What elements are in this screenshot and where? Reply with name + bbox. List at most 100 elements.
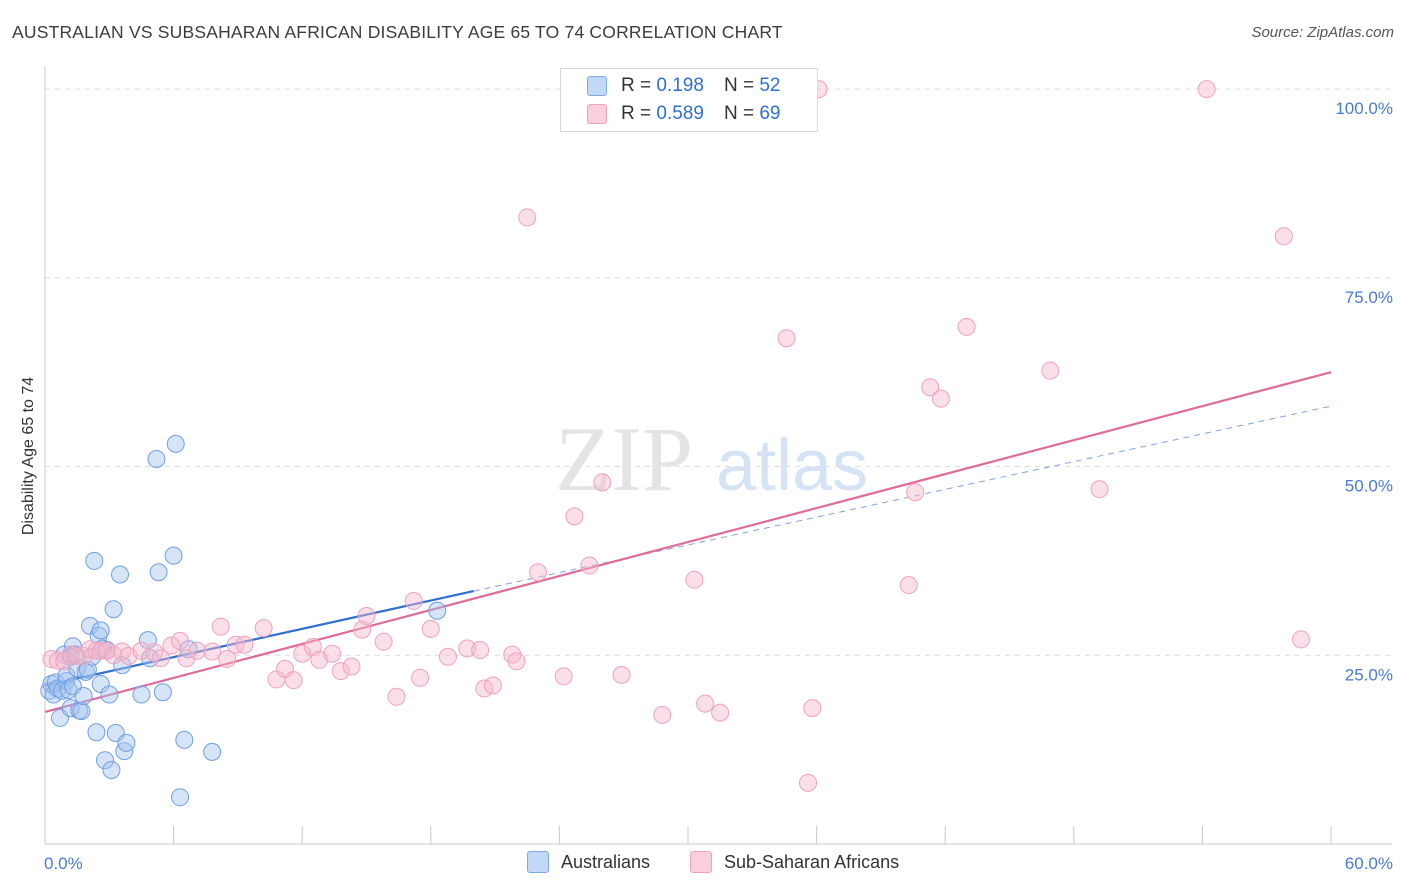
- x-tick-label: 60.0%: [1345, 854, 1393, 873]
- bottom-legend-australians: Australians: [527, 851, 650, 873]
- data-point-subsaharan: [799, 773, 818, 792]
- y-axis-label: Disability Age 65 to 74: [20, 377, 37, 535]
- trend-line-subsaharan: [44, 371, 1332, 713]
- data-point-australians: [153, 683, 172, 702]
- trend-line-australians: [44, 590, 474, 687]
- data-point-subsaharan: [803, 699, 822, 718]
- legend-r-value: 0.589: [656, 103, 704, 124]
- data-point-subsaharan: [471, 640, 490, 659]
- legend-n-value: 52: [759, 75, 781, 96]
- legend-swatch-subsaharan: [587, 104, 607, 124]
- data-point-australians: [72, 702, 91, 721]
- data-point-subsaharan: [188, 641, 207, 660]
- data-point-subsaharan: [696, 694, 715, 713]
- data-point-subsaharan: [554, 667, 573, 686]
- legend-n-label: N =: [723, 103, 755, 124]
- data-point-subsaharan: [98, 641, 117, 660]
- data-point-subsaharan: [113, 642, 132, 661]
- data-point-australians: [164, 546, 183, 565]
- data-point-subsaharan: [211, 617, 230, 636]
- y-tick-label: 25.0%: [1345, 665, 1393, 684]
- data-point-australians: [96, 751, 115, 770]
- svg-text:ZIP: ZIP: [555, 408, 693, 510]
- data-point-australians: [53, 681, 72, 700]
- data-point-australians: [57, 666, 76, 685]
- x-tick-label: 0.0%: [44, 854, 83, 873]
- bottom-legend-subsaharan: Sub-Saharan Africans: [690, 851, 899, 873]
- tick-labels: 25.0% 50.0% 75.0% 100.0% 0.0% 60.0%: [44, 99, 1393, 873]
- data-point-subsaharan: [357, 607, 376, 626]
- data-point-subsaharan: [61, 645, 80, 664]
- data-point-subsaharan: [203, 642, 222, 661]
- data-point-australians: [100, 685, 119, 704]
- legend-n-value: 69: [759, 103, 781, 124]
- data-point-subsaharan: [171, 631, 190, 650]
- data-point-subsaharan: [580, 556, 599, 575]
- data-point-australians: [102, 761, 121, 780]
- data-point-subsaharan: [518, 208, 537, 227]
- trend-lines: [44, 371, 1332, 713]
- data-point-subsaharan: [293, 644, 312, 663]
- data-point-subsaharan: [458, 639, 477, 658]
- grid-lines: [45, 88, 1392, 656]
- bottom-legend-label: Sub-Saharan Africans: [724, 851, 900, 872]
- data-point-subsaharan: [404, 591, 423, 610]
- data-point-subsaharan: [331, 662, 350, 681]
- data-point-subsaharan: [899, 576, 918, 595]
- data-point-subsaharan: [957, 317, 976, 336]
- data-point-australians: [171, 788, 190, 807]
- y-tick-label: 50.0%: [1345, 477, 1393, 496]
- data-point-subsaharan: [612, 665, 631, 684]
- data-point-australians: [203, 742, 222, 761]
- legend-r-value: 0.198: [656, 75, 704, 96]
- source-label: Source: ZipAtlas.com: [1251, 24, 1394, 41]
- y-tick-label: 75.0%: [1345, 288, 1393, 307]
- legend: R = 0.198 N = 52 R = 0.589 N = 69: [560, 68, 818, 132]
- data-point-australians: [76, 662, 95, 681]
- data-point-australians: [166, 434, 185, 453]
- data-point-subsaharan: [342, 657, 361, 676]
- data-point-subsaharan: [528, 563, 547, 582]
- data-point-subsaharan: [593, 473, 612, 492]
- data-point-subsaharan: [421, 619, 440, 638]
- data-point-subsaharan: [374, 632, 393, 651]
- data-point-subsaharan: [711, 703, 730, 722]
- data-point-subsaharan: [565, 507, 584, 526]
- legend-row-australians: R = 0.198 N = 52: [587, 73, 780, 99]
- data-points: [40, 80, 1310, 807]
- data-point-australians: [111, 565, 130, 584]
- data-point-subsaharan: [323, 644, 342, 663]
- data-point-subsaharan: [1274, 227, 1293, 246]
- data-point-subsaharan: [177, 649, 196, 668]
- legend-swatch-australians: [587, 76, 607, 96]
- data-point-subsaharan: [254, 619, 273, 638]
- bottom-legend-label: Australians: [561, 851, 651, 872]
- data-point-subsaharan: [1090, 480, 1109, 499]
- bottom-swatch-australians: [527, 851, 549, 873]
- data-point-australians: [117, 733, 136, 752]
- data-point-subsaharan: [411, 668, 430, 687]
- legend-r-label: R =: [621, 75, 652, 96]
- legend-r-label: R =: [621, 103, 652, 124]
- svg-text:atlas: atlas: [716, 426, 868, 506]
- data-point-subsaharan: [235, 635, 254, 654]
- data-point-subsaharan: [104, 646, 123, 665]
- data-point-australians: [85, 551, 104, 570]
- data-point-subsaharan: [132, 641, 151, 660]
- data-point-australians: [74, 687, 93, 706]
- y-tick-label: 100.0%: [1335, 99, 1393, 118]
- data-point-subsaharan: [906, 483, 925, 502]
- data-point-subsaharan: [1197, 80, 1216, 99]
- data-point-subsaharan: [284, 671, 303, 690]
- bottom-swatch-subsaharan: [690, 851, 712, 873]
- data-point-australians: [91, 621, 110, 640]
- data-point-australians: [175, 730, 194, 749]
- chart-title: AUSTRALIAN VS SUBSAHARAN AFRICAN DISABIL…: [12, 22, 783, 42]
- data-point-australians: [87, 723, 106, 742]
- data-point-australians: [149, 563, 168, 582]
- data-point-subsaharan: [162, 636, 181, 655]
- data-point-australians: [104, 600, 123, 619]
- data-point-subsaharan: [653, 705, 672, 724]
- data-point-subsaharan: [1291, 630, 1310, 649]
